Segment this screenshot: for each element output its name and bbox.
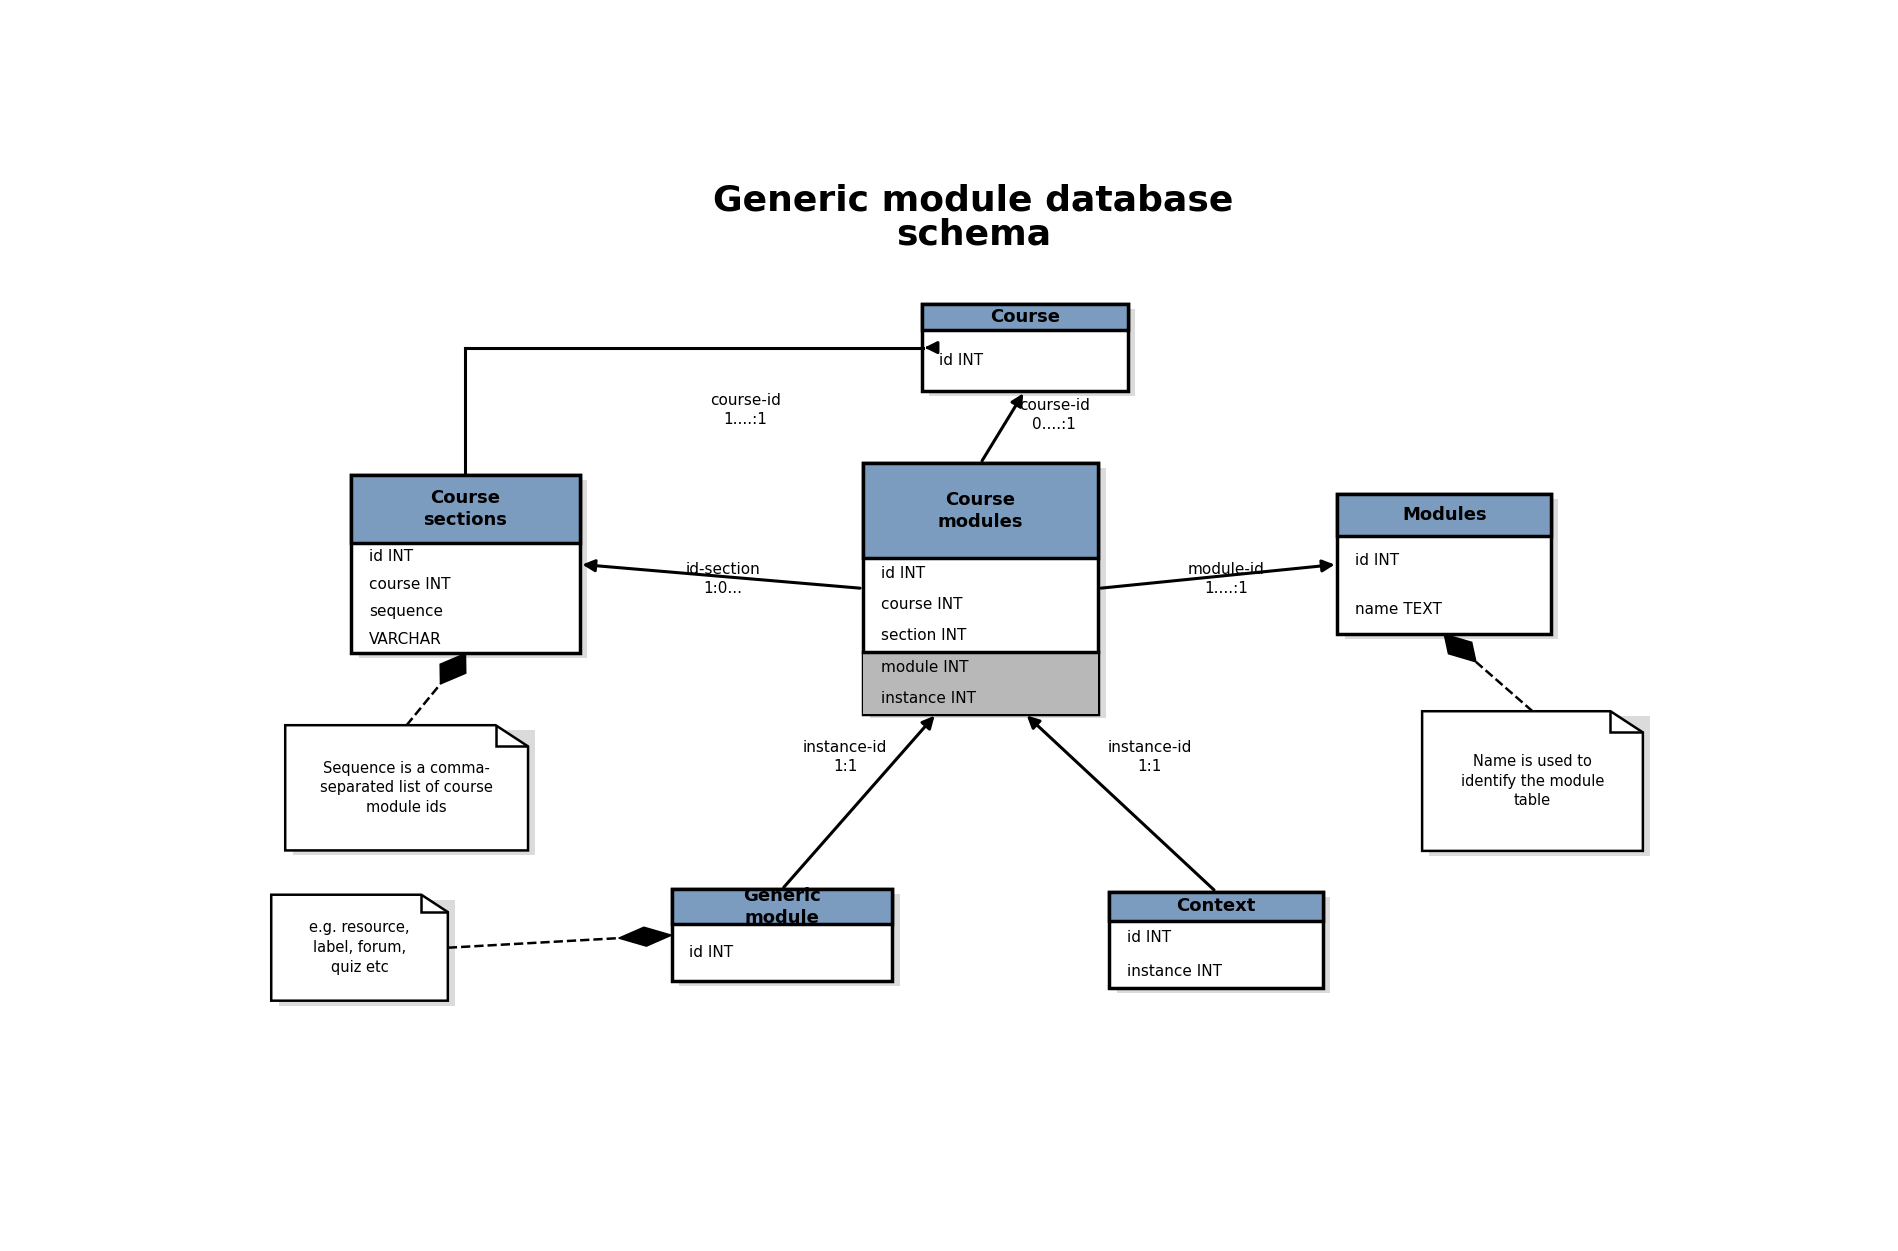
FancyBboxPatch shape <box>1336 494 1551 634</box>
FancyBboxPatch shape <box>1116 897 1329 993</box>
Polygon shape <box>271 894 448 1001</box>
Text: Generic
module: Generic module <box>742 887 820 927</box>
Text: Context: Context <box>1175 897 1255 916</box>
FancyBboxPatch shape <box>928 309 1135 395</box>
Text: course-id
1....:1: course-id 1....:1 <box>710 393 780 427</box>
FancyBboxPatch shape <box>921 304 1127 390</box>
FancyBboxPatch shape <box>672 889 892 924</box>
Text: section INT: section INT <box>881 628 966 643</box>
Text: Course: Course <box>989 308 1059 327</box>
Text: Course
modules: Course modules <box>938 492 1023 530</box>
Polygon shape <box>619 927 672 946</box>
Text: module-id
1....:1: module-id 1....:1 <box>1188 562 1264 595</box>
Text: Sequence is a comma-
separated list of course
module ids: Sequence is a comma- separated list of c… <box>321 761 493 816</box>
FancyBboxPatch shape <box>1336 494 1551 537</box>
Text: e.g. resource,
label, forum,
quiz etc: e.g. resource, label, forum, quiz etc <box>309 921 410 975</box>
Text: VARCHAR: VARCHAR <box>368 632 442 647</box>
FancyBboxPatch shape <box>869 468 1105 718</box>
FancyBboxPatch shape <box>921 304 1127 330</box>
Text: module INT: module INT <box>881 659 968 674</box>
Text: instance INT: instance INT <box>881 691 976 706</box>
FancyBboxPatch shape <box>1344 499 1558 639</box>
Text: name TEXT: name TEXT <box>1355 602 1441 617</box>
Text: Generic module database: Generic module database <box>712 184 1234 218</box>
Polygon shape <box>1422 712 1642 851</box>
Text: id-section
1:0...: id-section 1:0... <box>685 562 759 595</box>
Text: sequence: sequence <box>368 604 442 619</box>
Text: instance INT: instance INT <box>1126 963 1222 978</box>
Text: id INT: id INT <box>1126 929 1171 945</box>
FancyBboxPatch shape <box>862 463 1097 713</box>
FancyBboxPatch shape <box>292 731 535 856</box>
Text: course INT: course INT <box>881 598 962 613</box>
Text: id INT: id INT <box>368 549 414 564</box>
Text: Course
sections: Course sections <box>423 489 507 529</box>
FancyBboxPatch shape <box>1108 892 1323 921</box>
Text: instance-id
1:1: instance-id 1:1 <box>1107 741 1192 774</box>
Polygon shape <box>285 726 528 851</box>
FancyBboxPatch shape <box>1429 716 1649 856</box>
FancyBboxPatch shape <box>1108 892 1323 988</box>
FancyBboxPatch shape <box>279 899 456 1006</box>
Polygon shape <box>1444 634 1475 662</box>
Text: instance-id
1:1: instance-id 1:1 <box>803 741 886 774</box>
FancyBboxPatch shape <box>679 894 900 986</box>
Text: id INT: id INT <box>1355 553 1399 568</box>
Text: id INT: id INT <box>881 567 924 582</box>
Polygon shape <box>440 653 465 684</box>
Text: Name is used to
identify the module
table: Name is used to identify the module tabl… <box>1460 754 1604 808</box>
FancyBboxPatch shape <box>672 889 892 981</box>
Text: course INT: course INT <box>368 577 450 592</box>
FancyBboxPatch shape <box>351 475 579 543</box>
FancyBboxPatch shape <box>862 463 1097 558</box>
FancyBboxPatch shape <box>862 652 1097 713</box>
Text: Modules: Modules <box>1401 507 1486 524</box>
Text: course-id
0....:1: course-id 0....:1 <box>1017 398 1089 432</box>
FancyBboxPatch shape <box>359 480 586 658</box>
Text: schema: schema <box>896 218 1050 251</box>
Text: id INT: id INT <box>689 945 733 960</box>
Text: id INT: id INT <box>940 353 983 368</box>
FancyBboxPatch shape <box>351 475 579 653</box>
